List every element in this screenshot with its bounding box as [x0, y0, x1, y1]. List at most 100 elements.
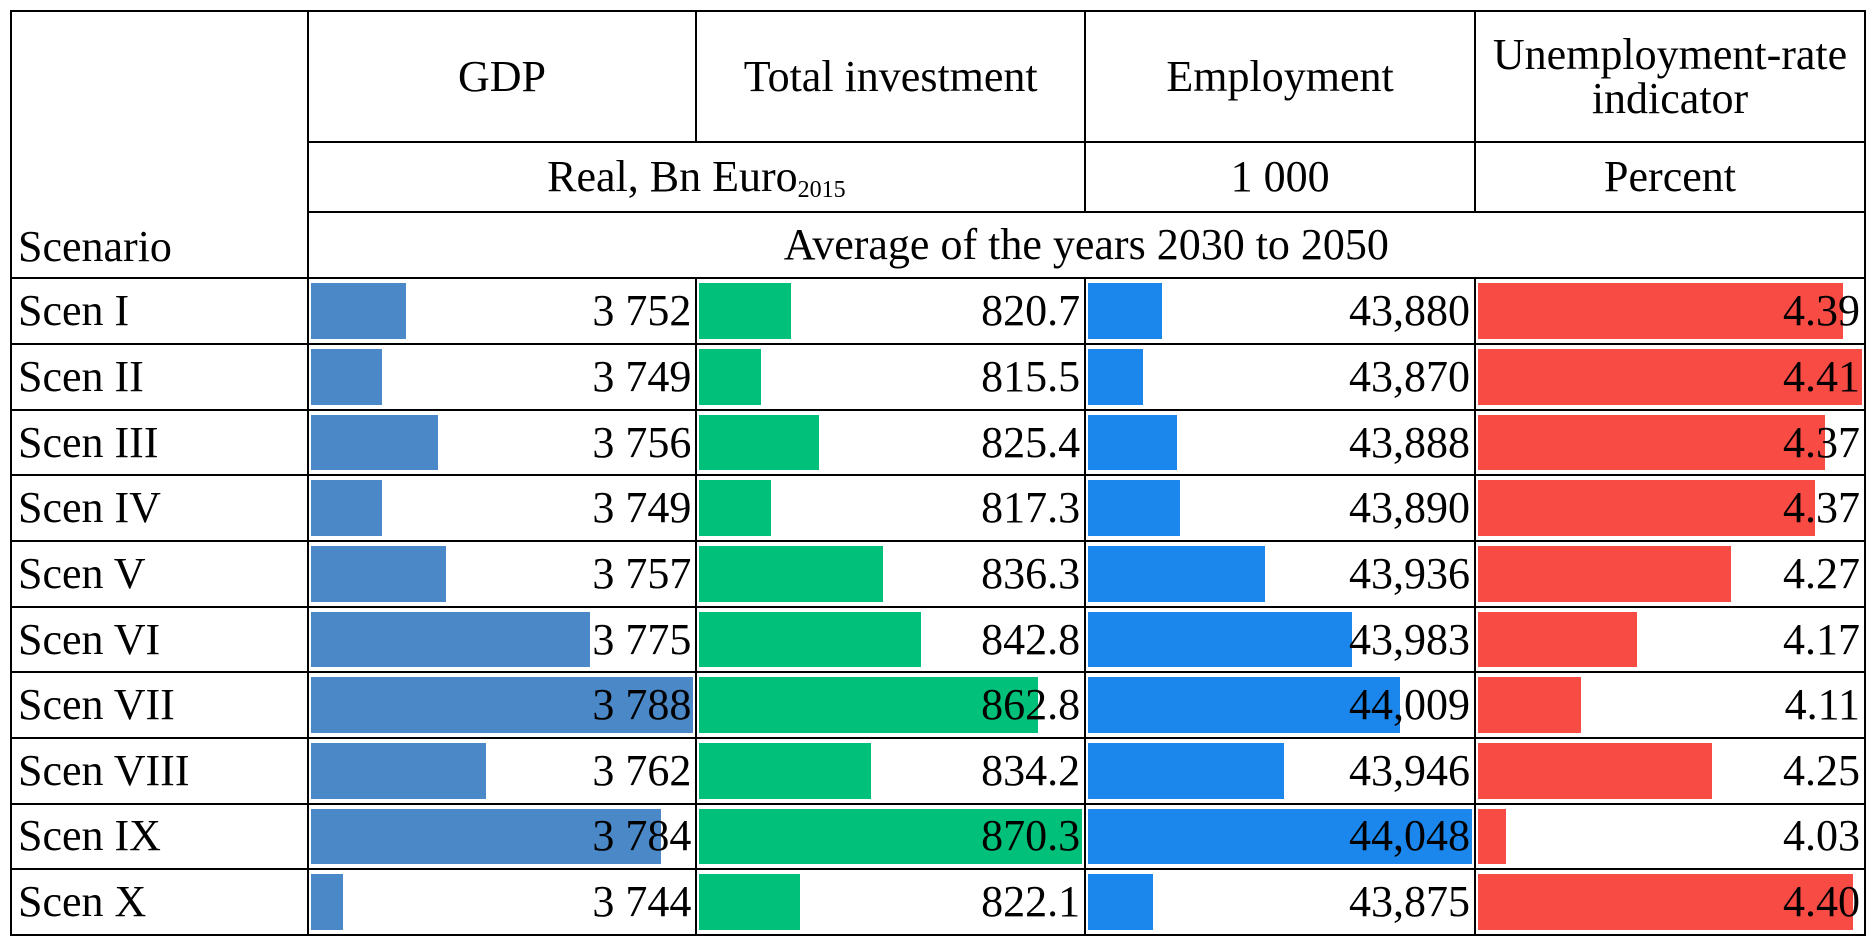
- employment-cell: 43,888: [1084, 408, 1477, 477]
- unit-employment: 1 000: [1084, 141, 1477, 213]
- table-row: Scen IV 3 749 817.3 43,890 4.37: [10, 474, 1866, 543]
- unemployment-value: 4.41: [1783, 351, 1860, 401]
- employment-value: 43,946: [1349, 745, 1471, 795]
- gdp-value: 3 744: [592, 877, 692, 927]
- investment-cell: 870.3: [695, 802, 1087, 871]
- table-row: Scen III 3 756 825.4 43,888 4.37: [10, 408, 1866, 477]
- unemployment-data-bar: [1478, 874, 1853, 930]
- gdp-value: 3 749: [592, 483, 692, 533]
- investment-cell: 822.1: [695, 868, 1087, 936]
- gdp-value: 3 752: [592, 286, 692, 336]
- investment-value: 862.8: [981, 680, 1081, 730]
- gdp-data-bar: [310, 414, 439, 471]
- investment-value: 815.5: [981, 351, 1081, 401]
- scenario-label: Scen VIII: [10, 737, 309, 805]
- gdp-value: 3 762: [592, 745, 692, 795]
- employment-value: 43,875: [1349, 877, 1471, 927]
- investment-value: 820.7: [981, 286, 1081, 336]
- gdp-data-bar: [310, 808, 662, 865]
- gdp-value: 3 756: [592, 417, 692, 467]
- gdp-cell: 3 749: [306, 343, 698, 411]
- unemployment-cell: 4.25: [1474, 737, 1866, 805]
- table-row: Scen VIII 3 762 834.2 43,946 4.25: [10, 737, 1866, 805]
- unemployment-data-bar: [1478, 677, 1582, 733]
- unemployment-cell: 4.41: [1474, 343, 1866, 411]
- unemployment-cell: 4.17: [1474, 605, 1866, 674]
- unemployment-value: 4.39: [1783, 286, 1860, 336]
- gdp-value: 3 788: [592, 680, 692, 730]
- employment-cell: 43,880: [1084, 277, 1477, 346]
- unemployment-value: 4.17: [1783, 614, 1860, 664]
- table-row: Scen X 3 744 822.1 43,875 4.40: [10, 868, 1866, 936]
- gdp-data-bar: [310, 677, 694, 733]
- table-row: Scen VI 3 775 842.8 43,983 4.17: [10, 605, 1866, 674]
- investment-cell: 842.8: [695, 605, 1087, 674]
- employment-value: 43,890: [1349, 483, 1471, 533]
- scenario-label: Scen VII: [10, 671, 309, 739]
- scenario-label: Scen IV: [10, 474, 309, 543]
- gdp-cell: 3 752: [306, 277, 698, 346]
- scenario-column-header: Scenario: [10, 9, 309, 280]
- employment-data-bar: [1088, 546, 1266, 602]
- scenario-label: Scen IX: [10, 802, 309, 871]
- employment-cell: 43,983: [1084, 605, 1477, 674]
- unemployment-header: Unemployment-rate indicator: [1474, 9, 1866, 144]
- unemployment-cell: 4.37: [1474, 408, 1866, 477]
- investment-value: 822.1: [981, 877, 1081, 927]
- investment-data-bar: [699, 283, 792, 340]
- employment-cell: 43,870: [1084, 343, 1477, 411]
- unit-real-euro: Real, Bn Euro2015: [306, 141, 1087, 213]
- employment-data-bar: [1088, 480, 1181, 537]
- employment-cell: 43,890: [1084, 474, 1477, 543]
- investment-value: 836.3: [981, 548, 1081, 598]
- scenario-label: Scen I: [10, 277, 309, 346]
- unit-real-subscript: 2015: [797, 176, 846, 203]
- employment-data-bar: [1088, 283, 1162, 340]
- unemployment-cell: 4.39: [1474, 277, 1866, 346]
- employment-value: 43,880: [1349, 286, 1471, 336]
- gdp-data-bar: [310, 283, 407, 340]
- table-row: Scen IX 3 784 870.3 44,048 4.03: [10, 802, 1866, 871]
- unemployment-value: 4.37: [1783, 483, 1860, 533]
- gdp-data-bar: [310, 349, 383, 405]
- investment-value: 834.2: [981, 745, 1081, 795]
- employment-cell: 44,048: [1084, 802, 1477, 871]
- employment-value: 44,048: [1349, 811, 1471, 861]
- unemployment-cell: 4.03: [1474, 802, 1866, 871]
- investment-value: 870.3: [981, 811, 1081, 861]
- employment-header: Employment: [1084, 9, 1477, 144]
- unemployment-value: 4.03: [1783, 811, 1860, 861]
- scenario-label: Scen VI: [10, 605, 309, 674]
- unemployment-value: 4.11: [1784, 680, 1860, 730]
- gdp-data-bar: [310, 874, 343, 930]
- investment-data-bar: [699, 677, 1039, 733]
- gdp-cell: 3 762: [306, 737, 698, 805]
- investment-value: 825.4: [981, 417, 1081, 467]
- scenario-header-label: Scenario: [18, 222, 172, 272]
- unemployment-value: 4.40: [1783, 877, 1860, 927]
- table-row: Scen V 3 757 836.3 43,936 4.27: [10, 540, 1866, 608]
- investment-data-bar: [699, 349, 761, 405]
- investment-data-bar: [699, 546, 883, 602]
- table-row: Scen VII 3 788 862.8 44,009 4.11: [10, 671, 1866, 739]
- employment-data-bar: [1088, 414, 1177, 471]
- gdp-data-bar: [310, 743, 487, 799]
- scenario-results-table: Scenario GDP Total investment Employment…: [10, 9, 1867, 936]
- investment-cell: 862.8: [695, 671, 1087, 739]
- table-row: Scen II 3 749 815.5 43,870 4.41: [10, 343, 1866, 411]
- unemployment-data-bar: [1478, 546, 1731, 602]
- gdp-cell: 3 749: [306, 474, 698, 543]
- unemployment-data-bar: [1478, 480, 1816, 537]
- unemployment-cell: 4.11: [1474, 671, 1866, 739]
- employment-value: 44,009: [1349, 680, 1471, 730]
- table-row: Scen I 3 752 820.7 43,880 4.39: [10, 277, 1866, 346]
- employment-cell: 43,936: [1084, 540, 1477, 608]
- header-row-units: Real, Bn Euro2015 1 000 Percent: [11, 141, 1866, 213]
- unemployment-value: 4.25: [1783, 745, 1860, 795]
- employment-value: 43,870: [1349, 351, 1471, 401]
- investment-header: Total investment: [695, 9, 1087, 144]
- scenario-label: Scen III: [10, 408, 309, 477]
- unemployment-data-bar: [1478, 414, 1825, 471]
- unemployment-value: 4.27: [1783, 548, 1860, 598]
- investment-data-bar: [699, 874, 800, 930]
